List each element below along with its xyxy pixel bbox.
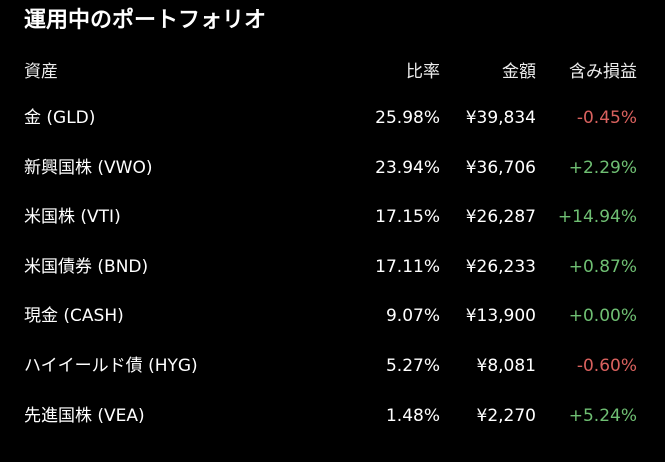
- asset-amount: ¥39,834: [465, 108, 536, 128]
- asset-ratio: 17.11%: [375, 256, 440, 277]
- table-row[interactable]: 米国債券 (BND) 17.11% ¥26,233 +0.87%: [0, 252, 665, 282]
- asset-ratio: 23.94%: [375, 157, 440, 178]
- asset-ratio: 17.15%: [375, 207, 440, 228]
- page-title: 運用中のポートフォリオ: [24, 8, 267, 33]
- asset-ratio: 9.07%: [385, 306, 440, 327]
- asset-pnl: -0.45%: [576, 108, 637, 128]
- asset-pnl: -0.60%: [576, 356, 637, 376]
- asset-amount: ¥26,233: [465, 256, 536, 277]
- asset-name: ハイイールド債 (HYG): [24, 356, 198, 376]
- header-asset: 資産: [24, 62, 58, 82]
- table-row[interactable]: 金 (GLD) 25.98% ¥39,834 -0.45%: [0, 103, 665, 133]
- table-row[interactable]: 新興国株 (VWO) 23.94% ¥36,706 +2.29%: [0, 153, 665, 183]
- asset-name: 先進国株 (VEA): [24, 405, 145, 426]
- asset-ratio: 25.98%: [375, 108, 440, 128]
- asset-name: 米国株 (VTI): [24, 207, 121, 228]
- table-row[interactable]: 現金 (CASH) 9.07% ¥13,900 +0.00%: [0, 301, 665, 331]
- asset-amount: ¥2,270: [476, 405, 536, 426]
- asset-name: 金 (GLD): [24, 108, 96, 128]
- asset-pnl: +5.24%: [568, 405, 637, 426]
- asset-name: 米国債券 (BND): [24, 256, 149, 277]
- asset-pnl: +14.94%: [557, 207, 637, 228]
- asset-amount: ¥13,900: [465, 306, 536, 327]
- table-row[interactable]: 米国株 (VTI) 17.15% ¥26,287 +14.94%: [0, 202, 665, 232]
- asset-name: 新興国株 (VWO): [24, 157, 153, 178]
- header-ratio: 比率: [406, 62, 440, 82]
- asset-ratio: 5.27%: [385, 356, 440, 376]
- asset-ratio: 1.48%: [385, 405, 440, 426]
- table-row[interactable]: 先進国株 (VEA) 1.48% ¥2,270 +5.24%: [0, 401, 665, 431]
- header-pnl: 含み損益: [569, 62, 637, 82]
- header-amount: 金額: [502, 62, 536, 82]
- table-header: 資産 比率 金額 含み損益: [0, 57, 665, 87]
- asset-name: 現金 (CASH): [24, 306, 124, 327]
- table-row[interactable]: ハイイールド債 (HYG) 5.27% ¥8,081 -0.60%: [0, 351, 665, 381]
- asset-pnl: +0.00%: [568, 306, 637, 327]
- asset-amount: ¥36,706: [465, 157, 536, 178]
- asset-pnl: +0.87%: [568, 256, 637, 277]
- asset-amount: ¥26,287: [465, 207, 536, 228]
- asset-pnl: +2.29%: [568, 157, 637, 178]
- asset-amount: ¥8,081: [476, 356, 536, 376]
